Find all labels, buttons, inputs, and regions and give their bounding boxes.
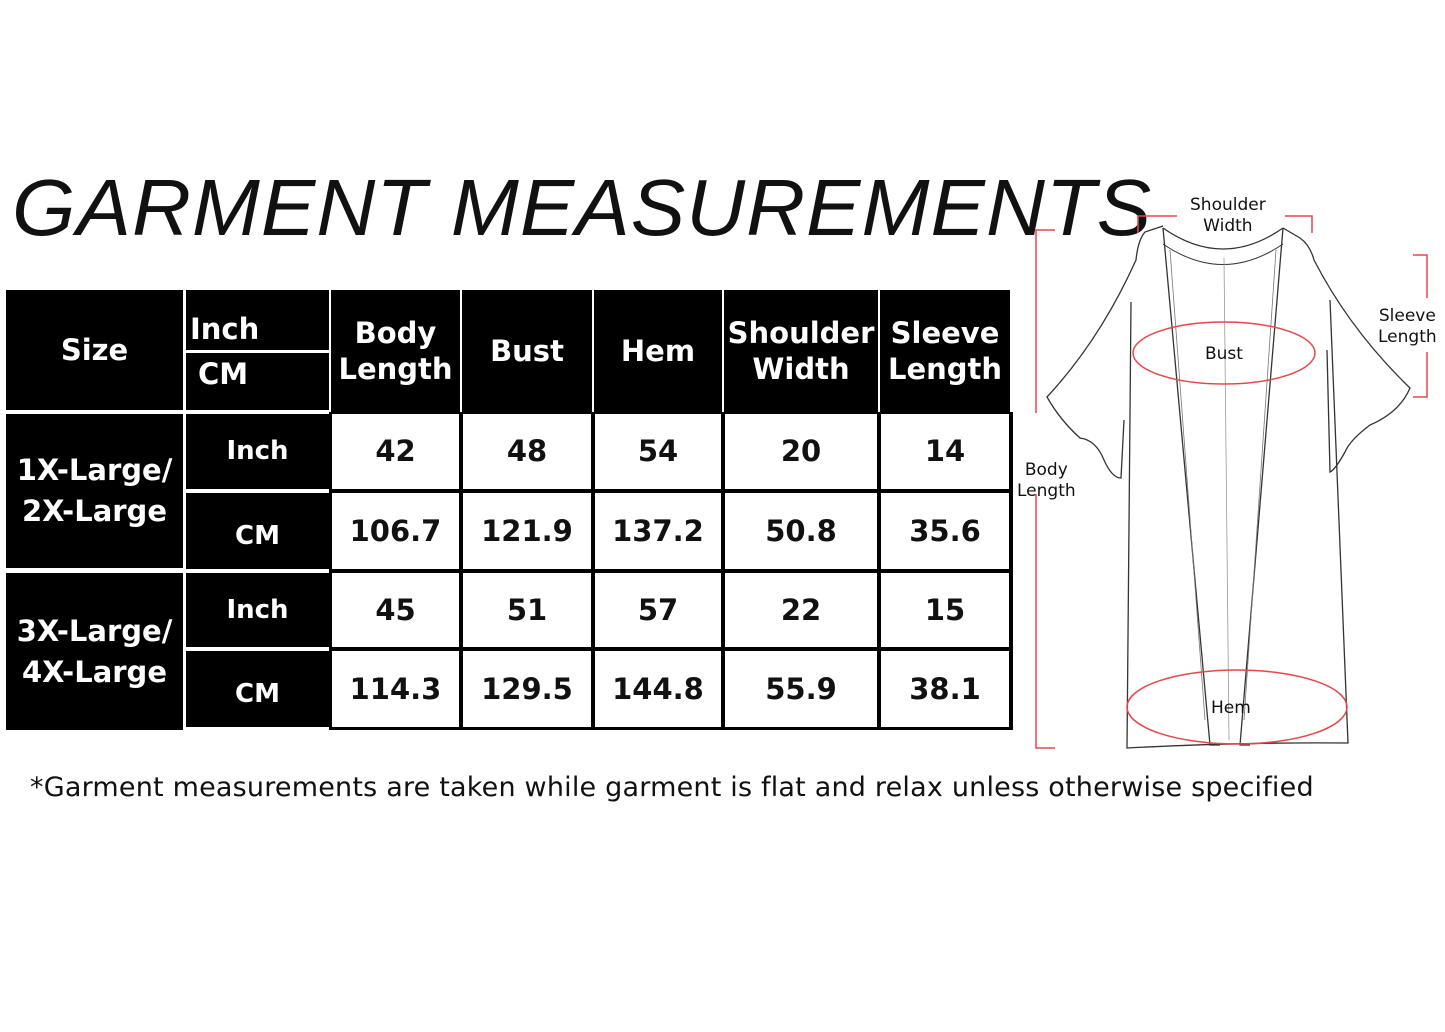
header-column-0: Body Length — [331, 290, 460, 412]
value-cell: 20 — [725, 414, 877, 489]
label-sleeve-length: Sleeve Length — [1378, 306, 1437, 348]
size-cell: 1X-Large/2X-Large — [6, 414, 183, 568]
value-cell: 129.5 — [463, 651, 591, 727]
value-cell: 114.3 — [332, 651, 459, 727]
footnote: *Garment measurements are taken while ga… — [30, 772, 1314, 803]
value-cell: 106.7 — [332, 493, 459, 569]
sleeve-bracket-bottom — [1413, 352, 1428, 398]
label-body-length: Body Length — [1017, 460, 1076, 502]
value-cell: 14 — [881, 414, 1009, 489]
header-unit-cm: CM — [186, 353, 329, 410]
value-cell: 15 — [881, 573, 1009, 647]
header-column-label: Sleeve — [890, 315, 1000, 350]
header-column-label: Bust — [490, 333, 564, 368]
header-column-label: Width — [752, 352, 850, 386]
unit-cell: Inch — [186, 573, 329, 647]
unit-cell: CM — [186, 493, 329, 569]
header-unit-cm-label: CM — [198, 357, 249, 392]
shoulder-bracket-right — [1285, 215, 1313, 233]
header-column-4: Sleeve Length — [880, 290, 1010, 412]
header-column-label: Hem — [620, 333, 696, 368]
size-label: 4X-Large — [22, 654, 167, 689]
label-shoulder-line2: Width — [1203, 216, 1253, 236]
header-unit-inch-label: Inch — [190, 311, 260, 346]
value-cell: 51 — [463, 573, 591, 647]
value-cell: 38.1 — [881, 651, 1009, 727]
measurement-markers — [1035, 215, 1428, 749]
header-column-label: Length — [887, 352, 1003, 386]
value-cell: 50.8 — [725, 493, 877, 569]
value-cell: 54 — [595, 414, 721, 489]
value-cell: 45 — [332, 573, 459, 647]
bust-ellipse — [1132, 321, 1316, 385]
label-body-line2: Length — [1017, 481, 1076, 501]
shoulder-bracket-left — [1137, 215, 1177, 233]
size-label: 1X-Large/ — [16, 453, 173, 488]
header-column-label: Length — [338, 352, 453, 386]
header-column-label: Shoulder — [727, 315, 875, 350]
header-size-label: Size — [60, 332, 129, 367]
label-shoulder-line1: Shoulder — [1190, 195, 1266, 215]
value-cell: 144.8 — [595, 651, 721, 727]
size-label: 2X-Large — [22, 494, 167, 528]
body-length-bracket-top — [1035, 229, 1055, 413]
body-length-bracket-bottom — [1035, 494, 1055, 749]
value-cell: 57 — [595, 573, 721, 647]
value-cell: 121.9 — [463, 493, 591, 569]
hem-ellipse — [1126, 669, 1348, 745]
value-cell: 35.6 — [881, 493, 1009, 569]
label-sleeve-line2: Length — [1378, 327, 1437, 347]
size-cell: 3X-Large/4X-Large — [6, 573, 183, 730]
header-column-2: Hem — [594, 290, 722, 412]
value-cell: 137.2 — [595, 493, 721, 569]
label-shoulder-width: Shoulder Width — [1190, 195, 1266, 237]
size-label: 3X-Large/ — [16, 613, 173, 648]
header-column-1: Bust — [462, 290, 592, 412]
label-hem: Hem — [1211, 698, 1251, 718]
value-cell: 22 — [725, 573, 877, 647]
label-body-line1: Body — [1024, 460, 1068, 480]
header-column-3: Shoulder Width — [724, 290, 878, 412]
header-size: Size — [6, 290, 183, 410]
header-unit-inch: Inch — [186, 290, 329, 350]
value-cell: 48 — [463, 414, 591, 489]
label-bust: Bust — [1205, 344, 1243, 364]
value-cell: 42 — [332, 414, 459, 489]
value-cell: 55.9 — [725, 651, 877, 727]
label-sleeve-line1: Sleeve — [1378, 306, 1436, 326]
sleeve-bracket-top — [1413, 254, 1428, 298]
header-column-label: Body — [354, 315, 437, 350]
page-title: GARMENT MEASUREMENTS — [12, 163, 1153, 252]
unit-cell: Inch — [186, 414, 329, 489]
unit-cell: CM — [186, 651, 329, 727]
